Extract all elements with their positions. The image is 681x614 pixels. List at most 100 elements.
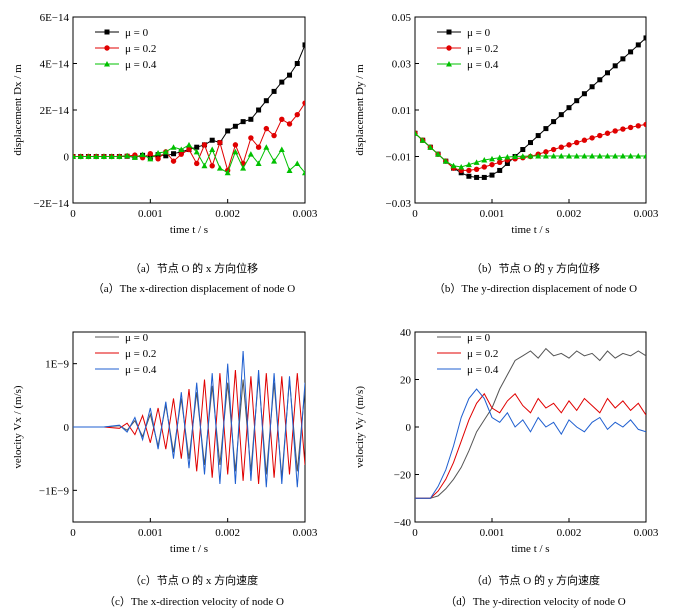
data-point xyxy=(77,153,84,159)
data-point xyxy=(201,162,208,169)
series-line xyxy=(415,392,646,499)
data-point xyxy=(643,35,646,41)
y-tick-label: −0.01 xyxy=(386,152,411,164)
y-tick-label: 6E−14 xyxy=(40,12,70,24)
legend-label: μ = 0 xyxy=(467,332,491,344)
data-point xyxy=(620,126,626,132)
panel-c: 0 0.001 0.002 0.003 −1E−9 0 1E−9 time t / s velo… xyxy=(12,331,318,608)
data-point xyxy=(248,135,254,141)
data-point xyxy=(589,84,595,90)
data-point xyxy=(162,148,169,155)
data-point xyxy=(163,153,169,159)
data-point xyxy=(240,119,246,125)
y-tick-label: 40 xyxy=(400,327,412,339)
data-point xyxy=(597,132,603,139)
data-point xyxy=(104,45,110,51)
legend-label: μ = 0.2 xyxy=(125,43,156,55)
data-point xyxy=(496,154,503,161)
data-point xyxy=(232,123,238,129)
data-point xyxy=(435,151,442,157)
x-axis-label: time t / s xyxy=(511,224,549,236)
data-point xyxy=(194,160,200,167)
data-point xyxy=(497,167,503,173)
data-point xyxy=(458,163,465,170)
caption-cn: （c）节点 O 的 x 方向速度 xyxy=(130,573,258,587)
data-point xyxy=(170,158,177,164)
y-tick-label: 0.03 xyxy=(392,59,412,71)
legend-label: μ = 0 xyxy=(125,332,149,344)
legend-label: μ = 0.4 xyxy=(467,59,499,71)
data-point xyxy=(465,161,472,168)
series-1 xyxy=(415,121,646,174)
data-point xyxy=(147,151,154,157)
y-tick-label: −2E−14 xyxy=(33,198,69,210)
data-point xyxy=(489,172,495,178)
data-point xyxy=(481,156,488,163)
data-point xyxy=(287,72,293,78)
data-point xyxy=(224,169,231,176)
data-point xyxy=(519,153,526,159)
y-axis-label: velocity Vx / (m/s) xyxy=(12,385,24,469)
data-point xyxy=(286,121,293,127)
series-2 xyxy=(73,350,305,488)
legend-label: μ = 0 xyxy=(125,27,149,39)
data-point xyxy=(446,45,452,51)
data-point xyxy=(589,153,596,159)
data-point xyxy=(104,61,110,67)
data-point xyxy=(446,29,452,35)
data-point xyxy=(605,70,610,76)
legend-label: μ = 0.2 xyxy=(125,348,156,360)
data-point xyxy=(294,111,300,118)
data-point xyxy=(566,153,572,159)
data-point xyxy=(85,153,92,159)
data-point xyxy=(473,166,480,172)
x-tick-label: 0.002 xyxy=(557,527,582,539)
data-point xyxy=(543,126,549,132)
data-point xyxy=(263,144,270,150)
data-point xyxy=(201,142,208,148)
data-point xyxy=(528,140,533,146)
data-point xyxy=(279,79,285,85)
data-point xyxy=(232,142,239,148)
data-point xyxy=(550,146,557,153)
legend-label: μ = 0.4 xyxy=(125,364,157,376)
x-tick-label: 0.001 xyxy=(480,527,505,539)
caption-en: （c）The x-direction velocity of node O xyxy=(104,595,284,608)
legend-label: μ = 0 xyxy=(467,27,491,39)
data-point xyxy=(225,128,231,134)
x-tick-label: 0.003 xyxy=(293,208,318,220)
data-point xyxy=(271,158,278,164)
data-point xyxy=(263,98,269,104)
x-axis-label: time t / s xyxy=(170,224,208,236)
x-tick-label: 0 xyxy=(70,208,76,220)
data-point xyxy=(627,124,634,131)
data-point xyxy=(574,98,580,104)
x-tick-label: 0.003 xyxy=(634,208,659,220)
data-point xyxy=(263,125,270,132)
data-point xyxy=(255,160,262,166)
y-tick-label: −20 xyxy=(394,470,412,482)
x-tick-label: 0.002 xyxy=(215,208,240,220)
plot-frame xyxy=(414,331,647,523)
panel-d: 0 0.001 0.002 0.003 −40 −20 0 20 40 time t / s vel… xyxy=(354,327,659,608)
data-point xyxy=(170,144,177,150)
data-point xyxy=(271,88,277,94)
series-line xyxy=(73,102,305,173)
series-line xyxy=(73,44,305,159)
data-point xyxy=(209,137,215,143)
data-point xyxy=(302,100,305,106)
data-point xyxy=(466,173,472,179)
data-point xyxy=(442,158,449,164)
data-point xyxy=(566,105,572,111)
x-axis-label: time t / s xyxy=(511,543,549,555)
y-tick-label: −40 xyxy=(394,517,412,529)
x-tick-label: 0 xyxy=(412,208,418,220)
data-point xyxy=(481,174,487,180)
data-point xyxy=(73,153,76,159)
data-point xyxy=(415,130,418,136)
data-point xyxy=(93,153,100,159)
data-point xyxy=(628,49,634,55)
x-tick-label: 0.003 xyxy=(634,527,659,539)
data-point xyxy=(124,152,131,159)
data-point xyxy=(604,130,611,136)
